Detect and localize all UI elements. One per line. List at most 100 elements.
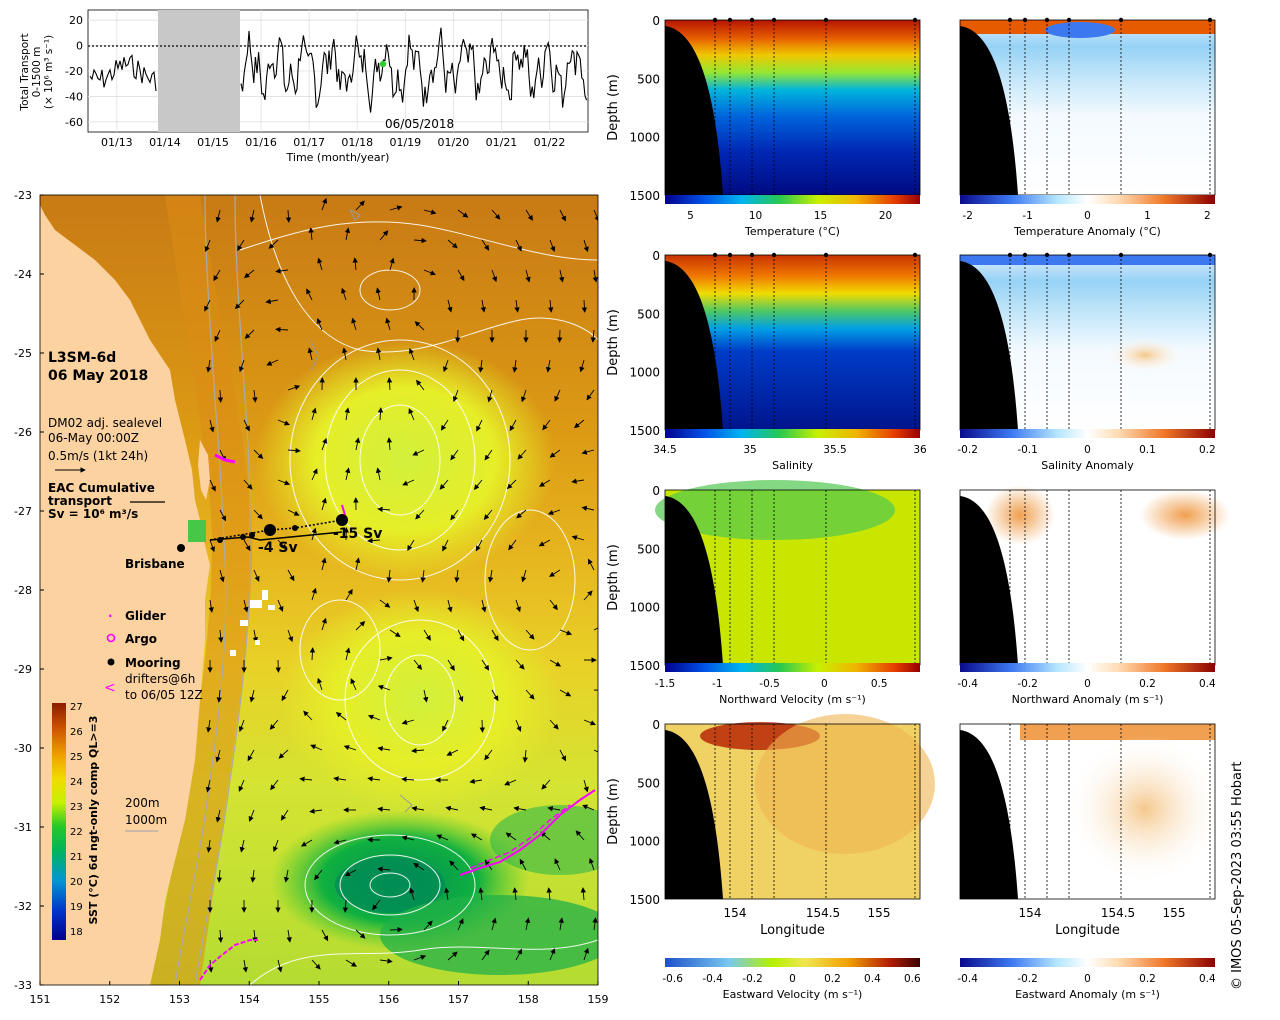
- current-arrow: [558, 269, 565, 283]
- section-colorbar: [665, 958, 920, 967]
- eac-warm-band: [150, 195, 252, 985]
- section-depth-tick: 500: [637, 307, 660, 321]
- sst-map: -4 Sv -15 Sv L3SM-6d 06 May 2018 DM02 ad…: [14, 189, 609, 1006]
- current-arrow: [412, 449, 425, 456]
- current-arrow: [549, 659, 562, 667]
- section-bathymetry: [665, 26, 723, 195]
- section-depth-tick: 1500: [629, 424, 660, 438]
- current-arrow: [593, 627, 598, 631]
- section-colorbar-label: Salinity Anomaly: [1041, 459, 1134, 472]
- current-arrow: [281, 689, 289, 702]
- current-arrow: [571, 535, 585, 541]
- current-arrow: [539, 479, 551, 487]
- section-colorbar-tick: 0.4: [1199, 973, 1216, 985]
- current-arrow: [517, 449, 527, 460]
- eac-line-1: EAC Cumulative: [48, 481, 155, 495]
- map-title: L3SM-6d: [48, 350, 116, 366]
- current-arrow: [237, 239, 245, 251]
- current-arrow: [548, 299, 554, 313]
- sv-definition: Sv = 10⁶ m³/s: [48, 507, 138, 521]
- current-arrow: [454, 569, 460, 583]
- current-arrow: [253, 509, 263, 520]
- current-arrow: [580, 887, 586, 901]
- current-arrow: [581, 299, 588, 313]
- current-arrow: [238, 719, 245, 733]
- current-arrow: [367, 537, 381, 544]
- mooring-3: [249, 532, 255, 538]
- current-arrow: [481, 239, 490, 251]
- current-arrow: [287, 385, 301, 391]
- map-lat-label: -33: [14, 979, 32, 992]
- current-arrow: [277, 419, 290, 426]
- map-lon-label: 159: [588, 993, 609, 1006]
- current-arrow: [491, 209, 501, 220]
- current-arrow: [248, 809, 255, 822]
- section-depth-tick: 1500: [629, 659, 660, 673]
- section-lon-tick: 154: [1019, 906, 1042, 920]
- current-arrow: [311, 587, 317, 601]
- current-arrow: [283, 869, 290, 883]
- current-arrow: [491, 629, 499, 642]
- mooring-1: [217, 537, 223, 543]
- current-arrow: [440, 419, 449, 431]
- current-arrow: [367, 776, 381, 782]
- current-arrow: [216, 689, 222, 703]
- current-arrow: [321, 929, 329, 942]
- current-arrow: [351, 317, 357, 331]
- current-arrow: [341, 287, 347, 301]
- current-arrow: [590, 329, 596, 343]
- ts-x-ticks: 01/13 01/14 01/15 01/16 01/17 01/18 01/19 01/20…: [101, 136, 565, 149]
- current-arrow: [217, 389, 224, 403]
- current-arrow: [307, 347, 313, 361]
- current-arrow: [588, 857, 595, 871]
- mooring-2: [240, 534, 246, 540]
- sst-colorbar-tick: 20: [70, 877, 83, 888]
- current-arrow: [491, 269, 498, 283]
- current-arrow: [379, 958, 393, 964]
- current-arrow: [278, 749, 289, 759]
- section-bathymetry: [960, 261, 1018, 430]
- current-arrow: [457, 209, 469, 218]
- current-arrow: [287, 629, 294, 643]
- current-arrow: [321, 617, 327, 631]
- current-arrow: [335, 712, 347, 721]
- current-vectors: [204, 197, 598, 973]
- current-arrow: [423, 209, 437, 215]
- current-arrow: [401, 835, 415, 841]
- section-colorbar-label: Temperature Anomaly (°C): [1013, 225, 1161, 238]
- current-arrow: [215, 809, 221, 823]
- section-depth-tick: 1000: [629, 131, 660, 145]
- ts-ylabel: Total Transport 0-1500 m (× 10⁶ m³ s⁻¹): [19, 33, 55, 111]
- section-colorbar-tick: -1: [712, 678, 722, 690]
- section-warm-anomaly: [1140, 490, 1230, 540]
- current-arrow: [423, 629, 431, 641]
- current-arrow: [268, 239, 279, 249]
- current-arrow: [389, 926, 403, 933]
- current-arrow: [321, 197, 328, 211]
- current-arrow: [479, 805, 493, 812]
- section-colorbar: [960, 958, 1215, 967]
- section-depth-label: Depth (m): [606, 778, 621, 845]
- current-arrow: [215, 209, 221, 223]
- current-arrow: [250, 869, 256, 883]
- current-arrow: [549, 719, 559, 730]
- current-arrow: [473, 479, 483, 491]
- current-arrow: [413, 954, 427, 961]
- mooring-array-line: [209, 519, 343, 541]
- section-jet-core: [755, 714, 935, 854]
- section-frame: [664, 723, 921, 900]
- mooring-5: [292, 525, 298, 531]
- ts-y-ticks: 20 0 -20 -40 -60: [65, 14, 83, 129]
- section-colorbar-tick: -0.2: [957, 444, 978, 456]
- section-bathymetry: [960, 730, 1018, 899]
- current-arrow: [447, 659, 455, 671]
- section-depth-tick: 500: [637, 72, 660, 86]
- current-arrow: [506, 479, 517, 490]
- current-arrow: [333, 839, 347, 845]
- current-arrow: [491, 917, 497, 931]
- current-arrow: [515, 239, 522, 252]
- current-arrow: [571, 478, 585, 484]
- current-arrow: [525, 689, 535, 700]
- current-arrow: [238, 359, 245, 373]
